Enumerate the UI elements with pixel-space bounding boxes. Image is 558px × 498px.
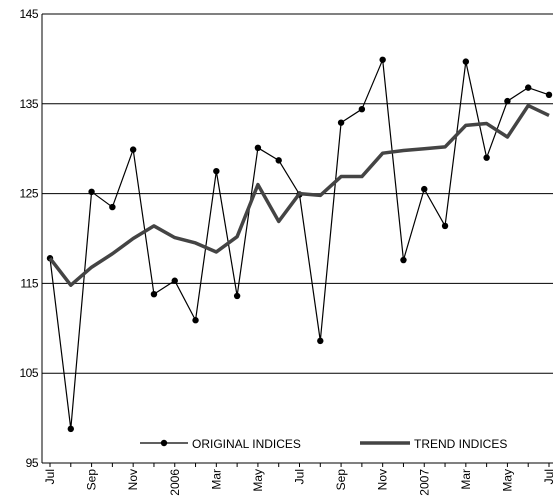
y-tick-label: 105 bbox=[19, 366, 38, 380]
marker bbox=[67, 425, 74, 433]
legend-label: TREND INDICES bbox=[414, 437, 507, 451]
x-tick-label: Sep bbox=[334, 469, 348, 491]
marker bbox=[400, 256, 407, 264]
x-tick-label: Mar bbox=[209, 469, 223, 490]
x-tick-label: May bbox=[500, 469, 514, 492]
trend-line bbox=[48, 103, 550, 287]
marker bbox=[337, 119, 345, 126]
x-tick-label: 2007 bbox=[417, 469, 431, 496]
legend-label: ORIGINAL INDICES bbox=[192, 437, 301, 451]
marker bbox=[275, 157, 282, 164]
marker bbox=[150, 290, 158, 298]
y-tick-label: 145 bbox=[19, 7, 38, 21]
x-tick-label: Sep bbox=[85, 469, 99, 491]
marker bbox=[379, 56, 386, 63]
y-tick-label: 125 bbox=[19, 187, 38, 201]
x-tick-label: Nov bbox=[376, 469, 390, 490]
marker bbox=[254, 144, 262, 152]
marker bbox=[88, 188, 95, 196]
legend-marker bbox=[160, 439, 168, 447]
x-tick-label: 2006 bbox=[168, 469, 182, 496]
x-tick-label: Nov bbox=[126, 469, 140, 490]
marker bbox=[317, 337, 324, 345]
y-tick-label: 115 bbox=[20, 276, 38, 290]
y-tick-label: 95 bbox=[26, 456, 39, 470]
x-tick-label: Mar bbox=[459, 469, 473, 490]
x-tick-label: Jul bbox=[43, 469, 57, 484]
x-tick-label: May bbox=[251, 469, 265, 492]
marker bbox=[441, 222, 449, 230]
marker bbox=[358, 105, 366, 113]
marker bbox=[233, 292, 241, 300]
marker bbox=[483, 154, 490, 161]
marker bbox=[545, 91, 553, 99]
x-tick-label: Jul bbox=[293, 469, 307, 484]
marker bbox=[192, 317, 199, 324]
marker bbox=[525, 84, 532, 91]
marker bbox=[129, 146, 137, 153]
y-tick-label: 135 bbox=[19, 97, 38, 111]
marker bbox=[462, 58, 470, 65]
marker bbox=[109, 203, 116, 211]
marker bbox=[421, 185, 428, 193]
marker bbox=[171, 277, 178, 284]
marker bbox=[213, 167, 220, 175]
marker bbox=[504, 97, 511, 105]
x-tick-label: Jul bbox=[542, 469, 556, 484]
